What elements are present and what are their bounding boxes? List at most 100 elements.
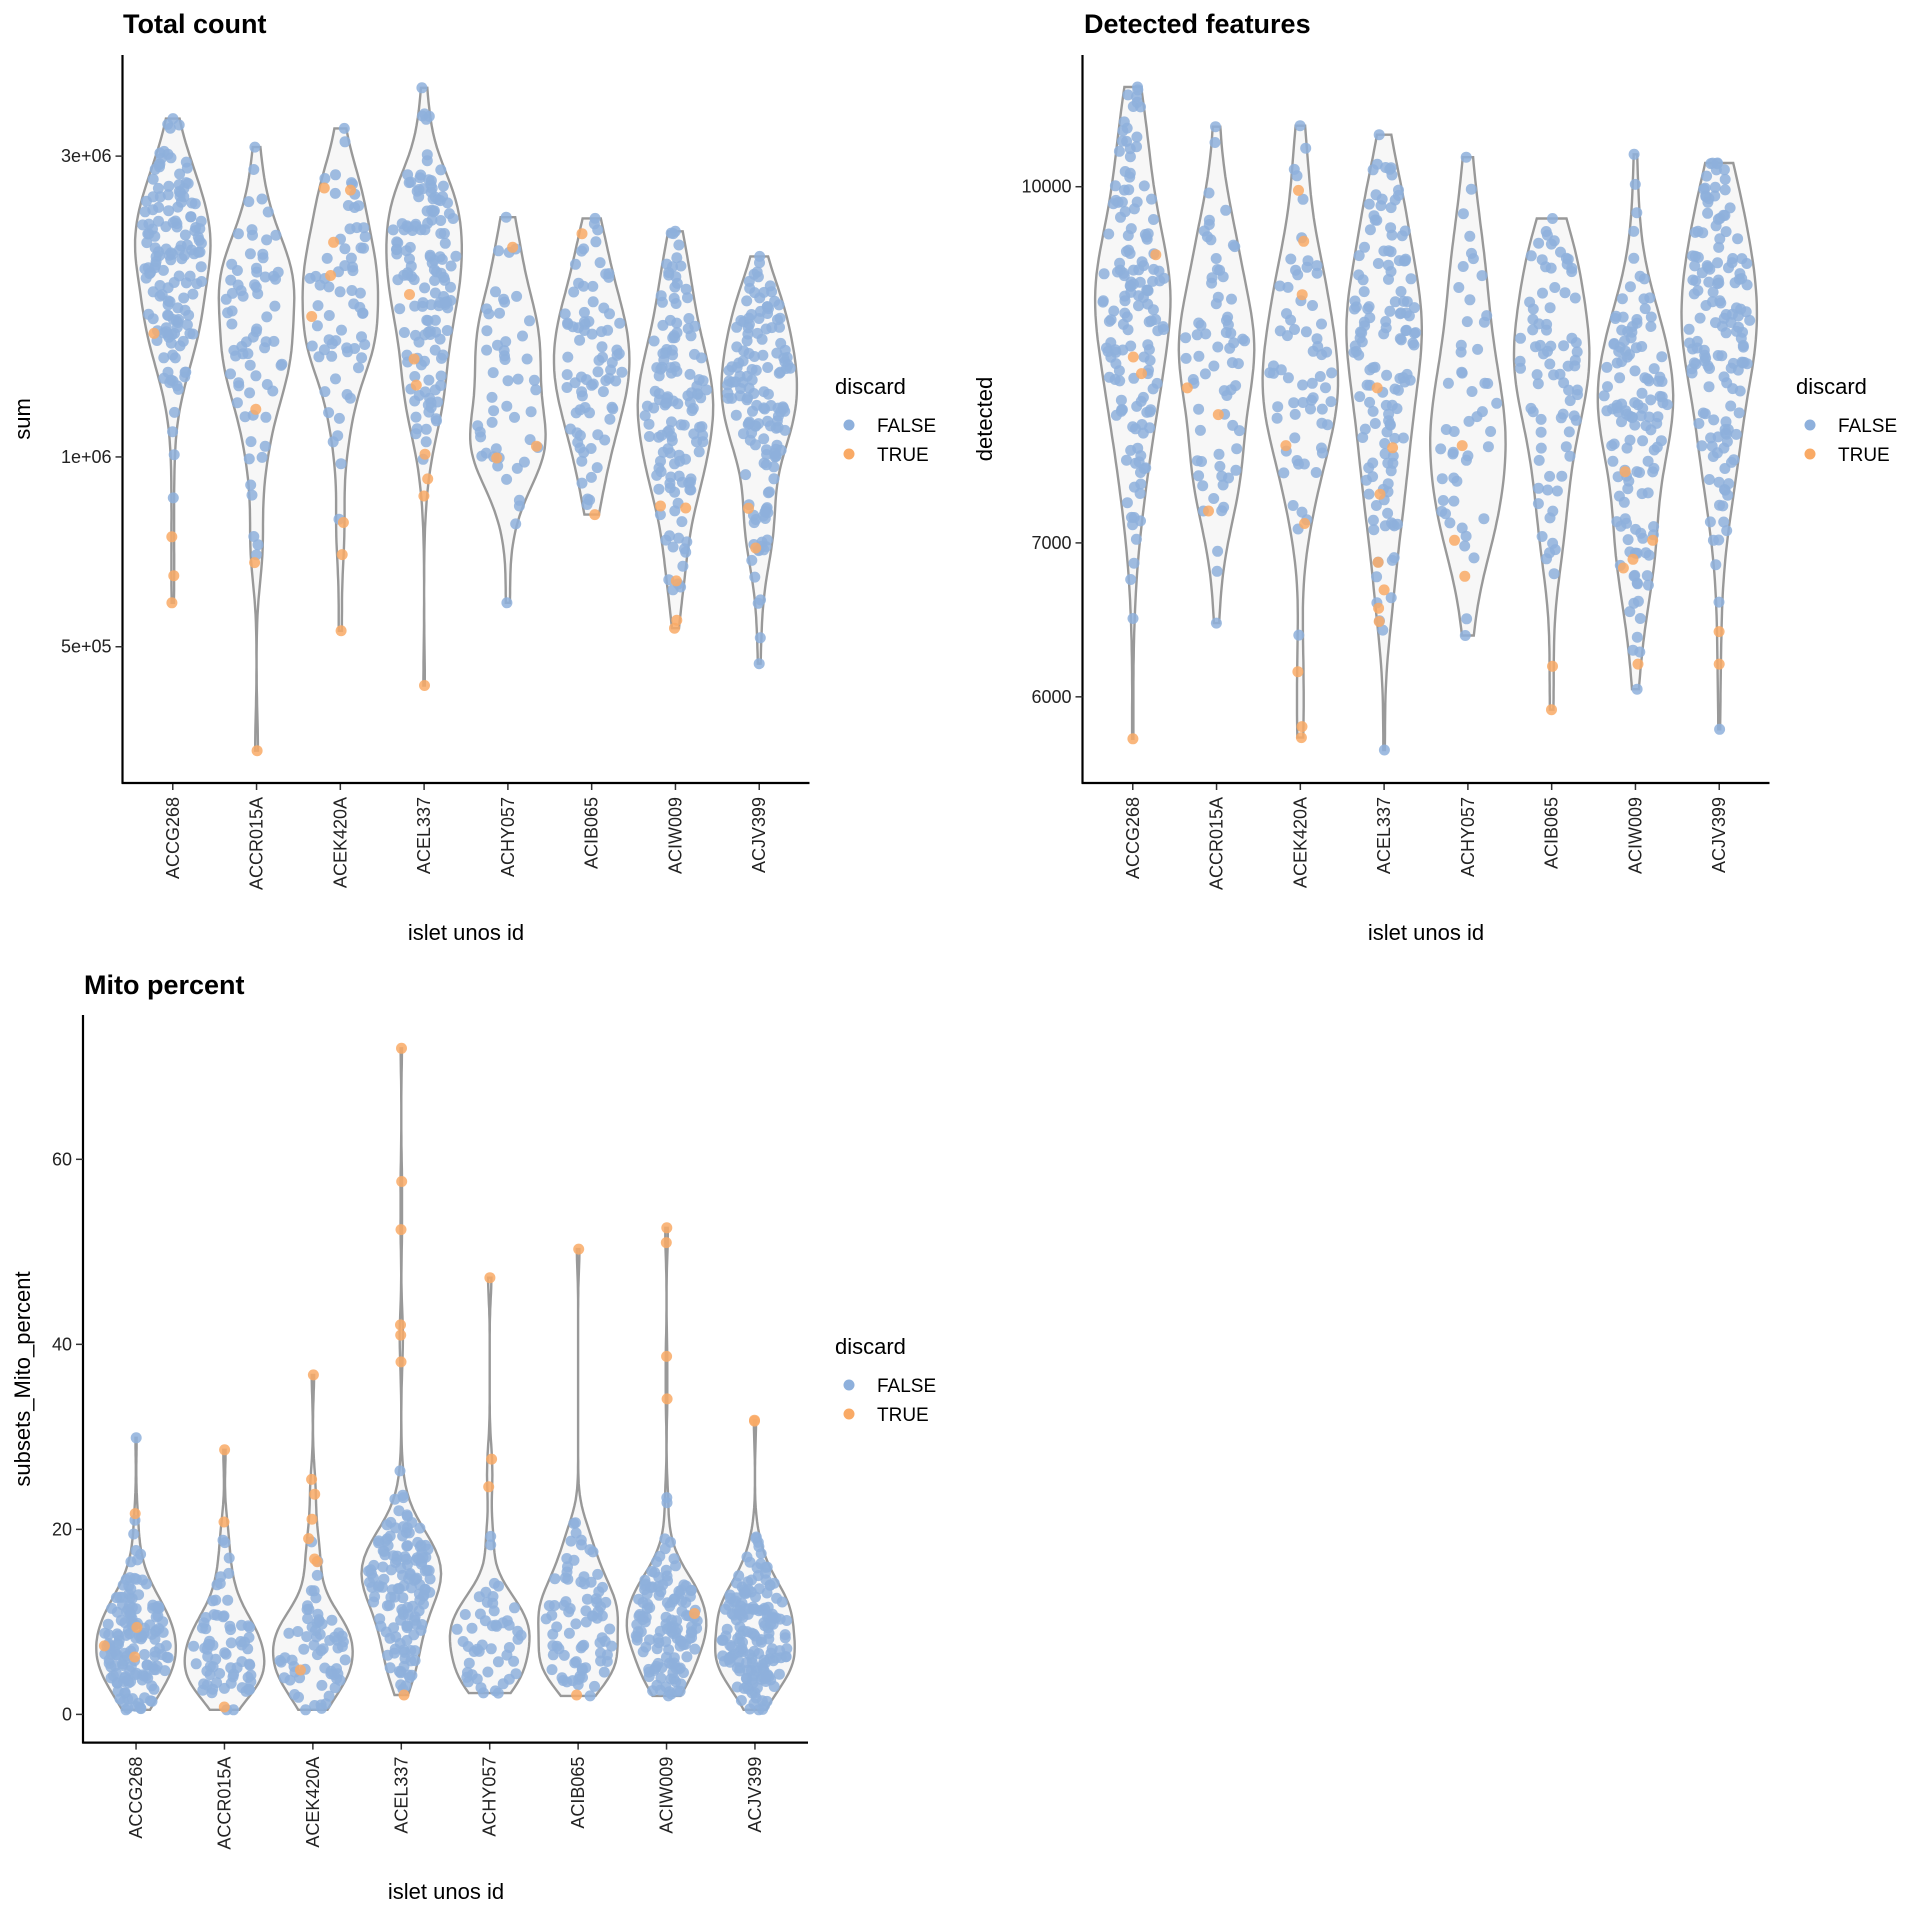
point-discard-false [576, 455, 588, 467]
point-discard-false [1620, 405, 1632, 417]
point-discard-false [1321, 346, 1333, 358]
point-discard-true [419, 448, 431, 460]
point-discard-false [137, 1574, 148, 1586]
point-discard-false [1367, 164, 1379, 176]
point-discard-false [1201, 231, 1213, 243]
point-discard-false [639, 1579, 651, 1591]
point-discard-false [1385, 592, 1397, 604]
point-discard-false [501, 400, 513, 412]
point-discard-false [368, 1596, 380, 1608]
point-discard-false [112, 1685, 124, 1697]
legend-key-true [843, 1408, 855, 1420]
point-discard-false [356, 352, 368, 364]
point-discard-true [166, 597, 178, 609]
point-discard-false [686, 1632, 698, 1644]
point-discard-false [757, 349, 769, 361]
point-discard-false [757, 1703, 769, 1715]
point-discard-false [661, 1623, 673, 1635]
point-discard-false [643, 418, 655, 430]
point-discard-false [639, 410, 651, 422]
point-discard-false [417, 300, 428, 312]
point-discard-true [1713, 658, 1725, 670]
point-discard-false [494, 307, 505, 319]
point-discard-false [373, 1580, 385, 1592]
point-discard-false [345, 252, 357, 264]
point-discard-false [262, 206, 274, 218]
point-discard-false [599, 434, 611, 446]
point-discard-false [1367, 457, 1379, 469]
point-discard-false [1289, 432, 1301, 444]
point-discard-false [1403, 310, 1415, 322]
point-discard-false [1281, 330, 1293, 342]
point-discard-false [1639, 303, 1651, 315]
point-discard-false [344, 223, 356, 235]
x-tick-label: ACEL337 [414, 797, 434, 874]
point-discard-true [1296, 289, 1308, 301]
point-discard-false [420, 423, 432, 435]
point-discard-false [1629, 397, 1641, 409]
point-discard-false [421, 149, 433, 161]
point-discard-false [667, 584, 679, 596]
point-discard-false [410, 218, 422, 230]
point-discard-false [668, 1652, 680, 1664]
point-discard-false [1700, 191, 1712, 203]
point-discard-false [509, 1602, 520, 1614]
point-discard-false [1544, 302, 1556, 314]
point-discard-true [1627, 553, 1639, 565]
point-discard-false [363, 1565, 374, 1577]
point-discard-false [384, 1599, 395, 1611]
point-discard-false [635, 1626, 647, 1638]
point-discard-true [484, 1272, 496, 1284]
point-discard-false [1651, 441, 1663, 453]
point-discard-false [1535, 426, 1547, 438]
point-discard-false [261, 311, 273, 323]
point-discard-true [689, 1608, 700, 1619]
point-discard-false [488, 1605, 500, 1617]
point-discard-false [1143, 344, 1155, 356]
point-discard-false [242, 1671, 254, 1683]
point-discard-false [743, 348, 755, 359]
point-discard-false [384, 1632, 396, 1644]
point-discard-false [1642, 455, 1654, 467]
point-discard-false [384, 1530, 396, 1542]
point-discard-false [1643, 411, 1655, 423]
point-discard-false [169, 406, 180, 418]
point-discard-false [597, 386, 609, 398]
point-discard-false [1144, 422, 1156, 434]
point-discard-true [251, 745, 263, 757]
point-discard-false [1687, 250, 1699, 262]
point-discard-false [1548, 568, 1560, 580]
point-discard-false [1220, 204, 1232, 216]
point-discard-false [1455, 339, 1467, 351]
point-discard-true [168, 570, 180, 582]
point-discard-false [109, 1660, 121, 1672]
point-discard-false [1371, 571, 1383, 583]
point-discard-false [1712, 257, 1723, 269]
point-discard-false [1566, 332, 1578, 344]
point-discard-true [491, 452, 503, 464]
point-discard-false [400, 1680, 412, 1692]
point-discard-true [396, 1176, 408, 1187]
point-discard-true [404, 289, 415, 300]
point-discard-false [1544, 512, 1556, 524]
legend-key-false [843, 419, 855, 431]
point-discard-true [311, 1556, 323, 1568]
point-discard-false [1203, 214, 1215, 226]
point-discard-false [1602, 381, 1613, 393]
point-discard-false [746, 1574, 757, 1586]
y-tick-label: 1e+06 [61, 447, 112, 467]
point-discard-false [428, 206, 440, 218]
point-discard-false [664, 530, 675, 542]
point-discard-false [1714, 723, 1726, 735]
point-discard-false [247, 229, 258, 241]
point-discard-false [774, 312, 786, 324]
point-discard-false [1180, 352, 1192, 364]
point-discard-false [1218, 501, 1230, 513]
point-discard-false [1551, 485, 1563, 497]
point-discard-false [1230, 464, 1242, 476]
point-discard-false [102, 1618, 114, 1630]
point-discard-false [671, 252, 683, 264]
point-discard-false [1562, 253, 1574, 265]
point-discard-false [395, 1562, 407, 1574]
point-discard-false [1637, 435, 1649, 447]
